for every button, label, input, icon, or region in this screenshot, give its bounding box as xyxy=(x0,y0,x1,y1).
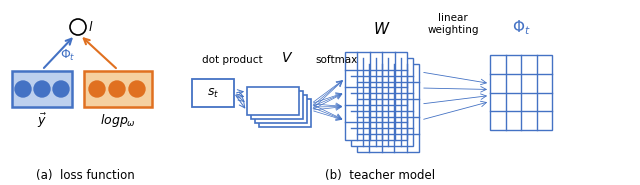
Text: (b)  teacher model: (b) teacher model xyxy=(325,169,435,181)
Circle shape xyxy=(89,81,105,97)
Bar xyxy=(345,52,407,140)
Text: $\Phi_t$: $\Phi_t$ xyxy=(60,47,76,63)
Text: $W$: $W$ xyxy=(373,21,391,37)
Text: (a)  loss function: (a) loss function xyxy=(36,169,134,181)
Bar xyxy=(255,95,307,123)
Text: dot product: dot product xyxy=(202,55,262,65)
Bar xyxy=(490,55,552,130)
Circle shape xyxy=(34,81,50,97)
Text: $logp_\omega$: $logp_\omega$ xyxy=(100,112,136,129)
Text: $l$: $l$ xyxy=(88,20,93,34)
Circle shape xyxy=(129,81,145,97)
Circle shape xyxy=(70,19,86,35)
Bar xyxy=(251,91,303,119)
Text: $V$: $V$ xyxy=(281,51,293,65)
Circle shape xyxy=(109,81,125,97)
Bar xyxy=(259,99,311,127)
Text: $\vec{y}$: $\vec{y}$ xyxy=(37,112,47,130)
Text: $s_t$: $s_t$ xyxy=(207,86,219,100)
Text: linear
weighting: linear weighting xyxy=(428,13,479,35)
Bar xyxy=(357,64,419,152)
Circle shape xyxy=(15,81,31,97)
Bar xyxy=(84,71,152,107)
Bar xyxy=(12,71,72,107)
Text: $\Phi_t$: $\Phi_t$ xyxy=(511,18,531,37)
Bar xyxy=(247,87,299,115)
Bar xyxy=(192,79,234,107)
Circle shape xyxy=(53,81,69,97)
Text: softmax: softmax xyxy=(316,55,358,65)
Bar xyxy=(351,58,413,146)
